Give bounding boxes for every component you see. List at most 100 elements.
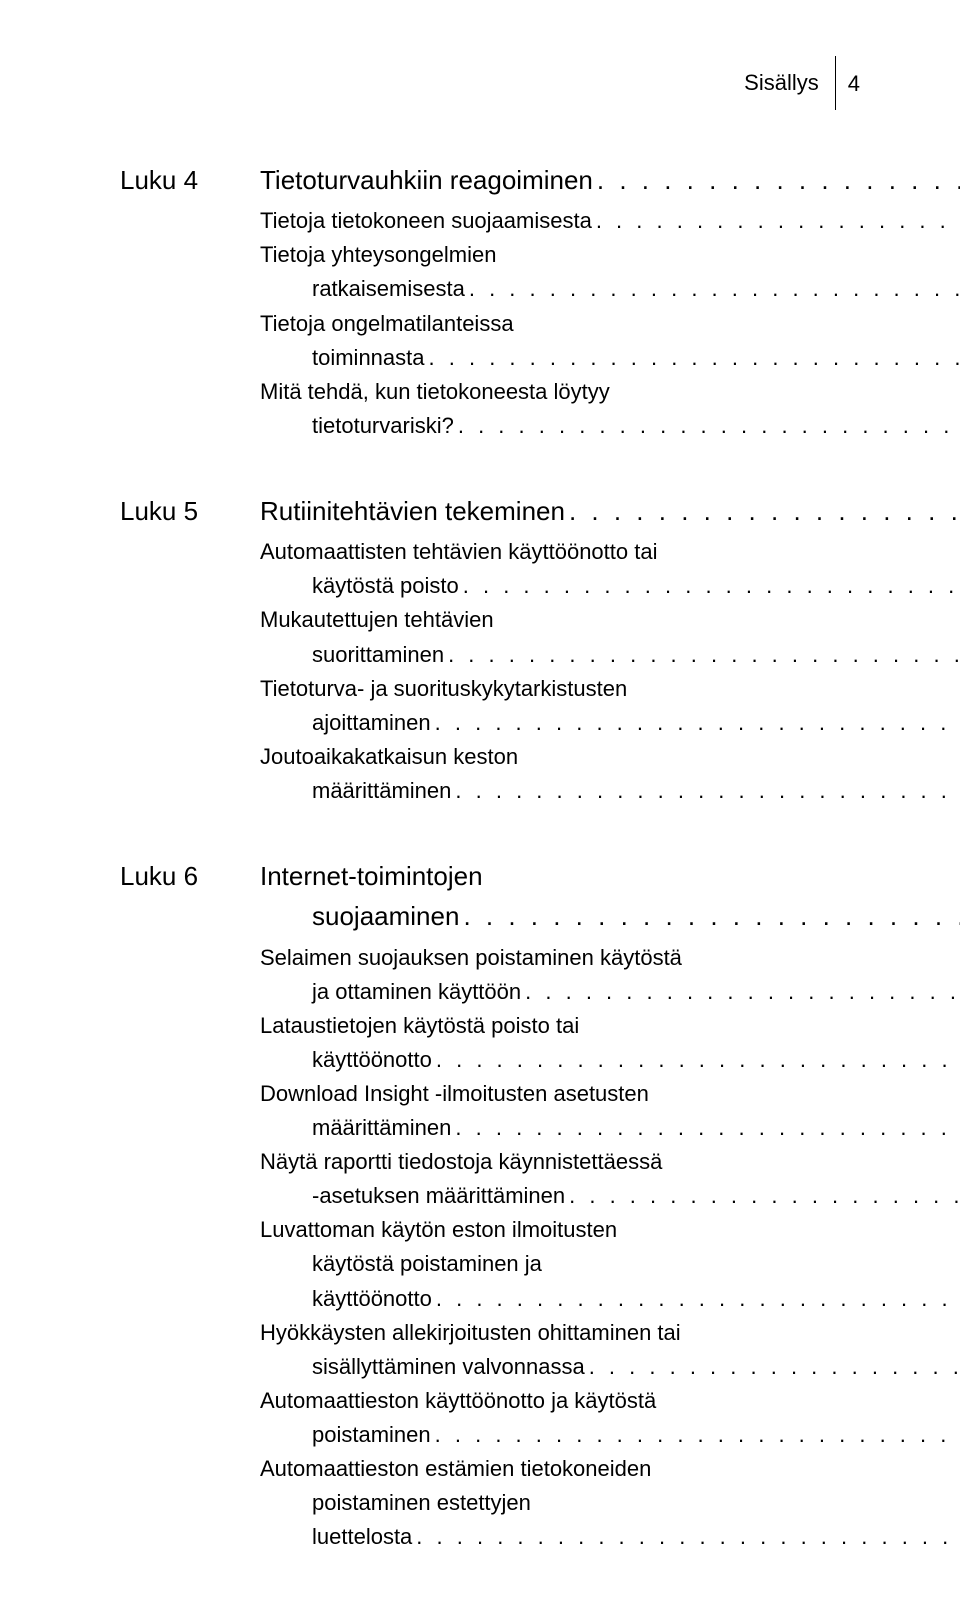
toc-entry: Hyökkäysten allekirjoitusten ohittaminen… [260,1316,960,1384]
toc-entry: Joutoaikakatkaisun kestonmäärittäminen. … [260,740,960,808]
dot-leader: . . . . . . . . . . . . . . . . . . . . … [451,774,960,808]
dot-leader: . . . . . . . . . . . . . . . . . . . . … [432,1043,960,1077]
chapter-heading: Rutiinitehtävien tekeminen. . . . . . . … [260,491,960,531]
toc-entry-cont: käyttöönotto [312,1043,432,1077]
chapter-label: Luku 6 [120,856,260,896]
chapter-label: Luku 5 [120,491,260,531]
toc-entry-cont: ajoittaminen [312,706,431,740]
toc-entry: Selaimen suojauksen poistaminen käytöstä… [260,941,960,1009]
dot-leader: . . . . . . . . . . . . . . . . . . . . … [459,569,960,603]
toc-entry-title: Tietoja tietokoneen suojaamisesta [260,204,592,238]
toc-row: ja ottaminen käyttöön. . . . . . . . . .… [260,975,960,1009]
toc-entry-lead: Näytä raportti tiedostoja käynnistettäes… [260,1145,960,1179]
chapter-heading-title: Rutiinitehtävien tekeminen [260,491,565,531]
toc-entry-cont: -asetuksen määrittäminen [312,1179,565,1213]
toc-entry-lead: Lataustietojen käytöstä poisto tai [260,1009,960,1043]
toc-row: käyttöönotto. . . . . . . . . . . . . . … [260,1282,960,1316]
toc-entry-lead: Tietoturva- ja suorituskykytarkistusten [260,672,960,706]
dot-leader: . . . . . . . . . . . . . . . . . . . . … [431,1418,960,1452]
running-head-page-number: 4 [848,69,860,97]
toc-entry: Download Insight -ilmoitusten asetustenm… [260,1077,960,1145]
toc-entry: Tietoturva- ja suorituskykytarkistustena… [260,672,960,740]
toc-entry: Mitä tehdä, kun tietokoneesta löytyytiet… [260,375,960,443]
dot-leader: . . . . . . . . . . . . . . . . . . . . … [431,706,960,740]
toc-entry-lead: Tietoja yhteysongelmien [260,238,960,272]
toc-entry-lead: Hyökkäysten allekirjoitusten ohittaminen… [260,1316,960,1350]
dot-leader: . . . . . . . . . . . . . . . . . . . . … [412,1520,960,1554]
toc-entry-cont: tietoturvariski? [312,409,454,443]
chapter-block: Luku 5Rutiinitehtävien tekeminen. . . . … [120,491,860,808]
toc-entry-lead: Automaattieston käyttöönotto ja käytöstä [260,1384,960,1418]
running-head-divider [835,56,836,110]
toc-entry: Mukautettujen tehtäviensuorittaminen. . … [260,603,960,671]
toc-row: -asetuksen määrittäminen. . . . . . . . … [260,1179,960,1213]
toc-entry: Automaattieston estämien tietokoneidenpo… [260,1452,960,1554]
dot-leader: . . . . . . . . . . . . . . . . . . . . … [451,1111,960,1145]
dot-leader: . . . . . . . . . . . . . . . . . . . . … [592,204,960,238]
dot-leader: . . . . . . . . . . . . . . . . . . . . … [425,341,960,375]
toc-entry: Näytä raportti tiedostoja käynnistettäes… [260,1145,960,1213]
toc-entry: Tietoja tietokoneen suojaamisesta. . . .… [260,204,960,238]
toc-entry-cont: suorittaminen [312,638,444,672]
toc-row: Tietoja tietokoneen suojaamisesta. . . .… [260,204,960,238]
toc-row: määrittäminen. . . . . . . . . . . . . .… [260,1111,960,1145]
toc-entry-cont: määrittäminen [312,1111,451,1145]
toc-entry-lead: Mukautettujen tehtävien [260,603,960,637]
dot-leader: . . . . . . . . . . . . . . . . . . . . … [444,638,960,672]
dot-leader: . . . . . . . . . . . . . . . . . . . . … [459,896,960,936]
toc-entry-cont: poistaminen [312,1418,431,1452]
dot-leader: . . . . . . . . . . . . . . . . . . . . … [465,272,960,306]
toc-entry-cont: toiminnasta [312,341,425,375]
toc-entry-lead: Download Insight -ilmoitusten asetusten [260,1077,960,1111]
chapter-heading-line2-row: suojaaminen. . . . . . . . . . . . . . .… [260,896,960,936]
toc-entry-cont: käytöstä poistaminen ja [260,1247,960,1281]
toc-entry-cont: ratkaisemisesta [312,272,465,306]
toc-row: käytöstä poisto. . . . . . . . . . . . .… [260,569,960,603]
toc-entry-cont2: käyttöönotto [312,1282,432,1316]
toc-entry-lead: Tietoja ongelmatilanteissa [260,307,960,341]
toc-entry-lead: Mitä tehdä, kun tietokoneesta löytyy [260,375,960,409]
toc-entry: Tietoja yhteysongelmienratkaisemisesta. … [260,238,960,306]
toc-entry-lead: Luvattoman käytön eston ilmoitusten [260,1213,960,1247]
running-head: Sisällys 4 [744,56,860,110]
toc-entry-lead: Joutoaikakatkaisun keston [260,740,960,774]
chapter-block: Luku 6Internet-toimintojensuojaaminen. .… [120,856,860,1554]
toc-row: toiminnasta. . . . . . . . . . . . . . .… [260,341,960,375]
toc-entry-lead: Automaattisten tehtävien käyttöönotto ta… [260,535,960,569]
toc-row: luettelosta. . . . . . . . . . . . . . .… [260,1520,960,1554]
toc-row: ajoittaminen. . . . . . . . . . . . . . … [260,706,960,740]
chapter-heading-title: Tietoturvauhkiin reagoiminen [260,160,593,200]
toc-entry: Tietoja ongelmatilanteissatoiminnasta. .… [260,307,960,375]
dot-leader: . . . . . . . . . . . . . . . . . . . . … [454,409,960,443]
chapter-block: Luku 4Tietoturvauhkiin reagoiminen. . . … [120,160,860,443]
chapter-heading-line2: suojaaminen [312,896,459,936]
toc-row: ratkaisemisesta. . . . . . . . . . . . .… [260,272,960,306]
chapter-heading-line1: Internet-toimintojen [260,856,960,896]
toc-row: sisällyttäminen valvonnassa. . . . . . .… [260,1350,960,1384]
toc-row: käyttöönotto. . . . . . . . . . . . . . … [260,1043,960,1077]
dot-leader: . . . . . . . . . . . . . . . . . . . . … [432,1282,960,1316]
toc-row: poistaminen. . . . . . . . . . . . . . .… [260,1418,960,1452]
toc-entry-lead: Automaattieston estämien tietokoneiden [260,1452,960,1486]
running-head-label: Sisällys [744,70,831,96]
toc-content: Luku 4Tietoturvauhkiin reagoiminen. . . … [120,160,860,1554]
dot-leader: . . . . . . . . . . . . . . . . . . . . … [565,491,960,531]
toc-entry: Lataustietojen käytöstä poisto taikäyttö… [260,1009,960,1077]
dot-leader: . . . . . . . . . . . . . . . . . . . . … [521,975,960,1009]
toc-entry-cont: sisällyttäminen valvonnassa [312,1350,585,1384]
dot-leader: . . . . . . . . . . . . . . . . . . . . … [585,1350,960,1384]
toc-entry-cont2: luettelosta [312,1520,412,1554]
toc-entry-lead: Selaimen suojauksen poistaminen käytöstä [260,941,960,975]
chapter-label: Luku 4 [120,160,260,200]
toc-entry-cont: käytöstä poisto [312,569,459,603]
chapter-heading: Tietoturvauhkiin reagoiminen. . . . . . … [260,160,960,200]
toc-entry-cont: määrittäminen [312,774,451,808]
toc-entry: Automaattisten tehtävien käyttöönotto ta… [260,535,960,603]
toc-entry: Luvattoman käytön eston ilmoitustenkäytö… [260,1213,960,1315]
toc-row: määrittäminen. . . . . . . . . . . . . .… [260,774,960,808]
toc-entry-cont: ja ottaminen käyttöön [312,975,521,1009]
toc-page: Sisällys 4 Luku 4Tietoturvauhkiin reagoi… [0,0,960,1614]
toc-entry: Automaattieston käyttöönotto ja käytöstä… [260,1384,960,1452]
chapter-body: Tietoturvauhkiin reagoiminen. . . . . . … [260,160,960,443]
dot-leader: . . . . . . . . . . . . . . . . . . . . … [593,160,960,200]
